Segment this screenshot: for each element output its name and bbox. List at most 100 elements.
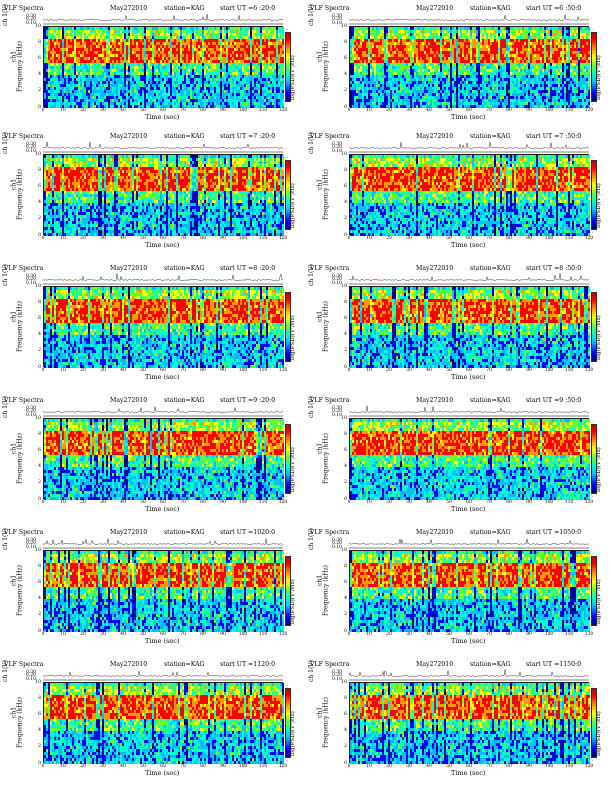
heatmap-cell xyxy=(454,48,457,52)
heatmap-cell xyxy=(88,90,91,94)
heatmap-cell xyxy=(100,39,103,43)
heatmap-cell xyxy=(84,63,87,67)
heatmap-cell xyxy=(556,60,559,64)
heatmap-cell xyxy=(458,66,461,70)
heatmap-cell xyxy=(178,87,181,91)
heatmap-cell xyxy=(164,90,167,94)
heatmap-cell xyxy=(252,39,255,43)
heatmap-cell xyxy=(588,63,590,67)
heatmap-cell xyxy=(276,102,279,106)
heatmap-cell xyxy=(450,63,453,67)
heatmap-cell xyxy=(148,75,151,79)
heatmap-cell xyxy=(542,36,545,40)
heatmap-cell xyxy=(70,30,73,34)
heatmap-cell xyxy=(124,30,127,34)
heatmap-cell xyxy=(226,48,229,52)
heatmap-cell xyxy=(566,60,569,64)
heatmap-cell xyxy=(524,48,527,52)
heatmap-cell xyxy=(154,81,157,85)
heatmap-cell xyxy=(88,39,91,43)
heatmap-cell xyxy=(440,66,443,70)
heatmap-cell xyxy=(248,84,251,88)
heatmap-cell xyxy=(132,96,135,100)
heatmap-cell xyxy=(382,27,385,31)
heatmap-cell xyxy=(456,63,459,67)
heatmap-cell xyxy=(162,48,165,52)
heatmap-cell xyxy=(546,45,549,49)
heatmap-cell xyxy=(124,102,127,106)
heatmap-cell xyxy=(262,54,265,58)
heatmap-cell xyxy=(110,99,113,103)
heatmap-cell xyxy=(116,105,119,108)
heatmap-cell xyxy=(82,33,85,37)
heatmap-cell xyxy=(470,57,473,61)
heatmap-cell xyxy=(212,96,215,100)
heatmap-cell xyxy=(174,45,177,49)
heatmap-cell xyxy=(180,36,183,40)
heatmap-cell xyxy=(232,69,235,73)
heatmap-cell xyxy=(252,51,255,55)
heatmap-cell xyxy=(56,36,59,40)
heatmap-cell xyxy=(210,93,213,97)
heatmap-cell xyxy=(498,57,501,61)
heatmap-cell xyxy=(146,63,149,67)
heatmap-cell xyxy=(78,102,81,106)
heatmap-cell xyxy=(116,57,119,61)
heatmap-cell xyxy=(404,63,407,67)
heatmap-cell xyxy=(132,99,135,103)
heatmap-cell xyxy=(98,51,101,55)
heatmap-cell xyxy=(276,90,279,94)
heatmap-cell xyxy=(406,36,409,40)
heatmap-cell xyxy=(508,30,511,34)
heatmap-cell xyxy=(94,48,97,52)
heatmap-cell xyxy=(174,30,177,34)
heatmap-cell xyxy=(416,63,419,67)
heatmap-cell xyxy=(116,30,119,34)
heatmap-cell xyxy=(558,33,561,37)
heatmap-cell xyxy=(164,72,167,76)
heatmap-cell xyxy=(50,60,53,64)
heatmap-cell xyxy=(102,96,105,100)
heatmap-cell xyxy=(192,87,195,91)
heatmap-cell xyxy=(510,27,513,31)
heatmap-cell xyxy=(456,54,459,58)
heatmap-cell xyxy=(166,36,169,40)
heatmap-cell xyxy=(62,87,65,91)
heatmap-cell xyxy=(156,69,159,73)
heatmap-cell xyxy=(108,75,111,79)
heatmap-cell xyxy=(88,63,91,67)
heatmap-cell xyxy=(272,87,275,91)
heatmap-cell xyxy=(274,36,277,40)
heatmap-cell xyxy=(254,87,257,91)
heatmap-cell xyxy=(58,54,61,58)
heatmap-cell xyxy=(116,81,119,85)
heatmap-cell xyxy=(546,36,549,40)
heatmap-cell xyxy=(464,51,467,55)
heatmap-cell xyxy=(350,30,353,34)
heatmap-cell xyxy=(102,54,105,58)
heatmap-cell xyxy=(138,99,141,103)
heatmap-cell xyxy=(238,60,241,64)
heatmap-cell xyxy=(446,57,449,61)
heatmap-cell xyxy=(182,39,185,43)
heatmap-cell xyxy=(46,27,49,31)
heatmap-cell xyxy=(174,72,177,76)
heatmap-cell xyxy=(512,51,515,55)
heatmap-cell xyxy=(262,48,265,52)
heatmap-cell xyxy=(412,51,415,55)
heatmap-cell xyxy=(478,45,481,49)
heatmap-cell xyxy=(400,57,403,61)
heatmap-cell xyxy=(392,48,395,52)
panel-title: VLF Spectra xyxy=(4,4,43,14)
heatmap-cell xyxy=(460,63,463,67)
heatmap-cell xyxy=(220,36,223,40)
heatmap-cell xyxy=(224,87,227,91)
heatmap-cell xyxy=(582,33,585,37)
heatmap-cell xyxy=(466,27,469,31)
heatmap-cell xyxy=(216,48,219,52)
heatmap-cell xyxy=(192,84,195,88)
heatmap-cell xyxy=(102,48,105,52)
heatmap-cell xyxy=(248,27,251,31)
heatmap-cell xyxy=(226,51,229,55)
heatmap-cell xyxy=(280,36,283,40)
